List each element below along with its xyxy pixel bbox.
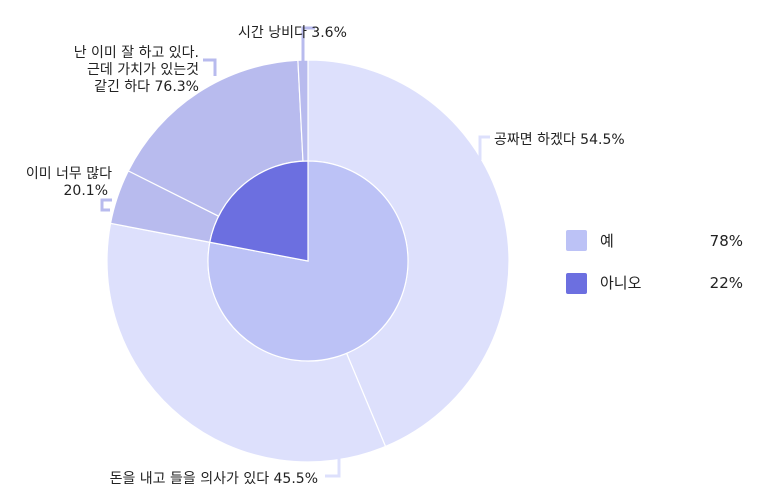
label-toomany-line1: 이미 너무 많다 [26,166,112,182]
label-doing-line3: 같긴 하다 76.3% [94,79,199,95]
leader-line-toomany [100,198,112,212]
legend: 예 78% 아니오 22% [566,230,743,294]
legend-value-yes: 78% [710,232,743,250]
legend-value-no: 22% [710,274,743,292]
label-toomany-line2: 20.1% [64,183,108,199]
legend-swatch-yes [566,230,587,251]
outer-ring [106,59,510,463]
inner-slice-1 [209,160,309,262]
label-waste: 시간 낭비다 3.6% [238,25,347,41]
inner-ring [207,160,409,362]
label-doing-line2: 근데 가치가 있는것 [87,62,199,78]
legend-swatch-no [566,273,587,294]
leader-line-waste [301,26,315,62]
label-free: 공짜면 하겠다 54.5% [494,132,625,148]
leader-line-pay [325,458,341,478]
legend-label-yes: 예 [600,232,614,250]
label-doing-line1: 난 이미 잘 하고 있다. [74,45,199,61]
label-pay: 돈을 내고 들을 의사가 있다 45.5% [110,471,318,487]
leader-line-doing [203,58,217,76]
leader-line-free [478,135,490,160]
legend-label-no: 아니오 [600,274,642,292]
